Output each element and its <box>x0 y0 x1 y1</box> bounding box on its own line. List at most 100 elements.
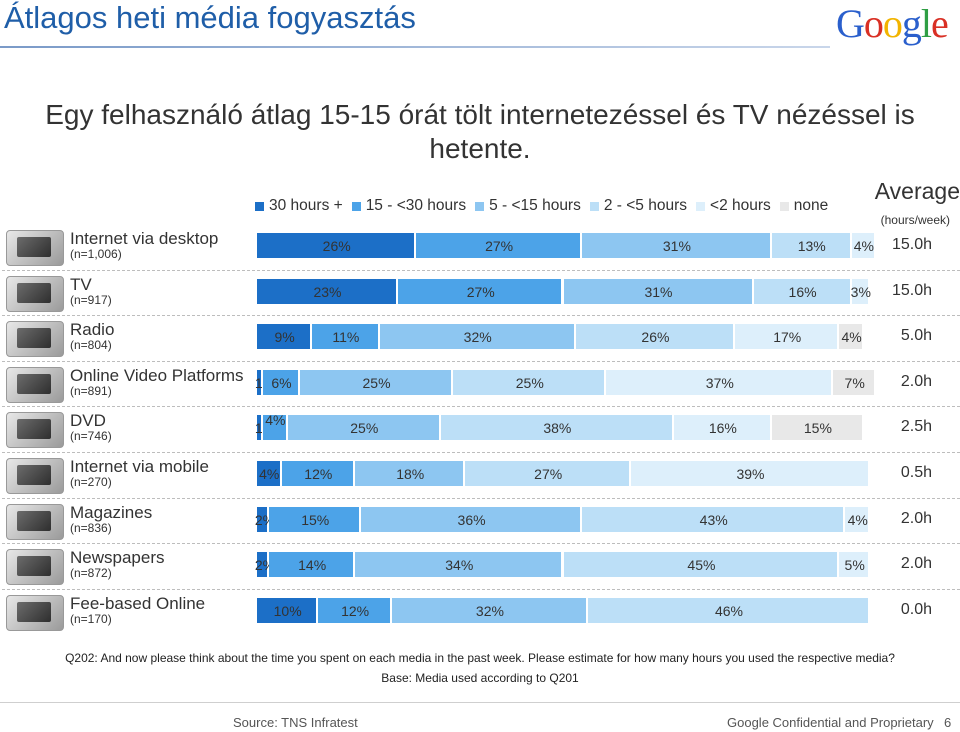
data-label: 27% <box>485 238 514 254</box>
row-separator <box>2 269 960 271</box>
title-underline <box>0 46 830 48</box>
legend-swatch <box>255 201 264 211</box>
media-thumbnail-icon <box>6 594 64 631</box>
bar-segment <box>281 461 354 486</box>
data-label: 6% <box>271 374 292 391</box>
legend-label: 2 - <5 hours <box>603 197 688 214</box>
sample-size-label: (n=804) <box>70 338 112 353</box>
media-thumbnail-icon <box>6 366 64 403</box>
bar-segment <box>771 233 850 258</box>
data-label: 32% <box>475 602 504 619</box>
logo-letter: g <box>901 1 922 46</box>
row-separator <box>2 315 960 317</box>
legend-label: 30 hours + <box>269 197 343 214</box>
average-unit: (hours/week) <box>880 213 950 227</box>
logo-letter: e <box>931 1 949 46</box>
category-label: Magazines <box>70 502 153 522</box>
bar-segment <box>465 461 629 486</box>
subtitle: Egy felhasználó átlag 15-15 órát tölt in… <box>45 99 915 164</box>
category-label: Internet via desktop <box>70 229 219 248</box>
legend-item: <2 hours <box>696 197 771 215</box>
data-label: 9% <box>274 329 295 346</box>
data-label: 16% <box>708 420 737 437</box>
bar-segment <box>269 552 354 578</box>
bar-segment <box>563 552 838 578</box>
average-value: 2.0h <box>900 372 932 390</box>
legend-label: 5 - <15 hours <box>489 197 581 214</box>
average-value: 2.0h <box>900 509 932 527</box>
media-thumbnail-icon <box>6 275 64 312</box>
bar-segment <box>257 415 262 441</box>
bar-segment <box>299 369 452 395</box>
bar-segment <box>263 369 298 395</box>
data-label: 14% <box>298 557 327 574</box>
data-label: 4% <box>265 412 286 429</box>
data-label: 38% <box>543 420 572 437</box>
media-thumbnail-icon <box>6 321 64 358</box>
average-value: 2.0h <box>900 555 932 573</box>
row-separator <box>2 452 960 453</box>
data-label: 4% <box>841 329 862 346</box>
bar-segment <box>839 324 862 350</box>
average-value: 15.0h <box>891 281 932 299</box>
legend-item: 15 - <30 hours <box>351 197 467 215</box>
legend-label: 15 - <30 hours <box>365 197 467 214</box>
data-label: 26% <box>641 329 670 346</box>
bar-segment <box>581 233 770 258</box>
data-label: 27% <box>466 283 495 300</box>
row-separator <box>2 406 960 408</box>
average-value: 2.5h <box>900 418 932 436</box>
bar-segment <box>453 369 605 395</box>
bar-segment <box>257 278 396 304</box>
legend-label: <2 hours <box>710 197 771 214</box>
row-separator <box>2 497 960 499</box>
bar-segment <box>355 461 464 486</box>
data-label: 34% <box>445 557 474 574</box>
bar-segment <box>312 324 378 350</box>
media-thumbnail-icon <box>6 458 64 494</box>
data-label: 16% <box>788 283 817 300</box>
data-label: 31% <box>644 283 673 300</box>
legend-item: 30 hours + <box>255 197 343 215</box>
bar-segment <box>833 369 875 395</box>
sample-size-label: (n=1,006) <box>70 247 122 261</box>
category-label: Radio <box>70 320 115 340</box>
footer-divider <box>0 702 960 703</box>
data-label: 46% <box>714 602 744 619</box>
data-label: 27% <box>534 466 563 482</box>
bar-segment <box>440 415 672 441</box>
sample-size-label: (n=170) <box>70 611 112 626</box>
bar-segment <box>588 597 868 623</box>
data-label: 37% <box>705 374 734 391</box>
logo-letter: l <box>920 1 932 46</box>
sample-size-label: (n=891) <box>70 383 112 398</box>
bar-segment <box>263 415 286 441</box>
category-label: Internet via mobile <box>70 457 209 476</box>
data-label: 15% <box>803 420 832 437</box>
data-label: 25% <box>362 374 391 391</box>
logo-letter: o <box>863 1 884 46</box>
average-value: 15.0h <box>891 236 932 253</box>
data-label: 23% <box>313 283 342 300</box>
category-label: DVD <box>70 411 106 431</box>
data-label: 4% <box>259 466 280 482</box>
average-value: 5.0h <box>900 327 932 345</box>
bar-segment <box>257 597 317 623</box>
average-value: 0.5h <box>900 464 932 481</box>
data-label: 7% <box>844 374 865 391</box>
media-thumbnail-icon <box>6 503 64 540</box>
legend-item: none <box>779 197 828 215</box>
bar-segment <box>257 233 415 258</box>
bar-segment <box>851 233 875 258</box>
legend-swatch <box>351 201 361 211</box>
bar-segment <box>673 415 770 441</box>
legend-swatch <box>589 201 599 211</box>
bar-segment <box>269 506 360 532</box>
legend-swatch <box>779 201 789 211</box>
logo-letter: o <box>882 1 903 46</box>
bar-segment <box>839 552 868 578</box>
google-logo: Google <box>836 0 949 47</box>
data-label: 25% <box>515 374 544 391</box>
sample-size-label: (n=746) <box>70 429 112 444</box>
